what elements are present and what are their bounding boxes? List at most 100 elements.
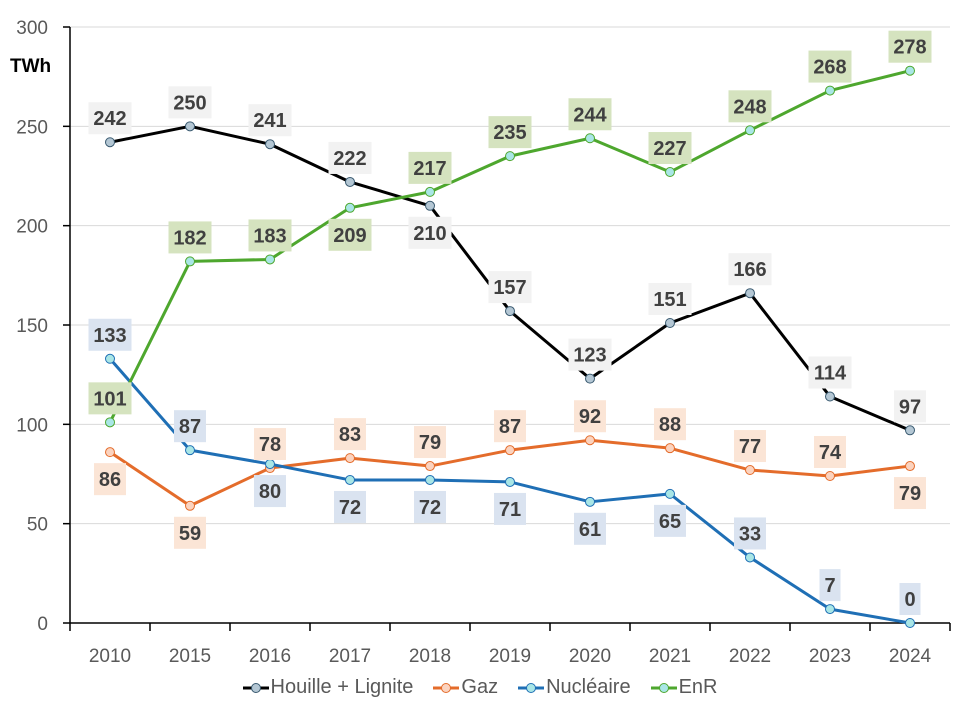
- legend-label: Houille + Lignite: [270, 676, 414, 698]
- data-label-bg: [248, 219, 292, 252]
- data-label-bg: [408, 151, 452, 184]
- data-point: [105, 447, 115, 458]
- data-label-bg: [94, 463, 126, 496]
- data-point: [505, 445, 515, 456]
- data-label: 241: [253, 110, 286, 132]
- data-label-bg: [734, 430, 766, 463]
- data-label: 235: [493, 122, 526, 144]
- data-label-bg: [728, 90, 772, 123]
- data-label-bg: [328, 141, 372, 174]
- data-label: 209: [333, 225, 366, 247]
- data-point: [425, 474, 435, 485]
- data-label: 244: [573, 104, 607, 126]
- data-point: [265, 139, 275, 150]
- data-label: 79: [419, 432, 441, 454]
- data-point: [425, 186, 435, 197]
- data-label-bg: [654, 408, 686, 441]
- data-label-bg: [88, 318, 132, 351]
- data-label-bg: [334, 490, 366, 523]
- legend-item: Nucléaire: [518, 676, 631, 699]
- data-label-bg: [494, 492, 526, 525]
- data-point: [265, 459, 275, 470]
- data-label-bg: [408, 216, 452, 249]
- line-chart: 0 50 100 150 200 250 300 TWh 2010 2015 2016 2017 201…: [10, 18, 951, 667]
- data-label-bg: [888, 30, 932, 63]
- x-tick-label: 2023: [809, 646, 851, 667]
- data-point: [665, 318, 675, 329]
- data-label: 242: [93, 108, 126, 130]
- data-point: [185, 121, 195, 132]
- y-tick-label: 200: [16, 217, 48, 238]
- y-tick-label: 100: [16, 415, 48, 436]
- x-tick-label: 2017: [329, 646, 371, 667]
- data-label: 88: [659, 414, 681, 436]
- data-label-bg: [488, 271, 532, 304]
- data-label-bg: [174, 516, 206, 549]
- legend: Houille + Lignite Gaz Nucléaire EnR: [0, 676, 960, 701]
- data-label-bg: [648, 132, 692, 165]
- x-tick-label: 2018: [409, 646, 451, 667]
- x-tick-label: 2016: [249, 646, 291, 667]
- data-label: 72: [339, 497, 361, 519]
- y-tick-label: 300: [16, 18, 48, 39]
- data-label: 71: [499, 499, 521, 521]
- data-point: [185, 500, 195, 511]
- data-label: 83: [339, 424, 361, 446]
- data-label: 92: [579, 406, 601, 428]
- data-label: 65: [659, 511, 681, 533]
- data-point: [745, 125, 755, 136]
- data-label: 222: [333, 148, 366, 170]
- legend-marker-icon: [518, 682, 545, 693]
- data-label-bg: [88, 382, 132, 415]
- data-point: [425, 461, 435, 472]
- data-point: [745, 288, 755, 299]
- series-line: [108, 357, 911, 625]
- y-tick-label: 250: [16, 117, 48, 138]
- data-point: [585, 496, 595, 507]
- data-label-bg: [254, 428, 286, 461]
- data-point: [905, 65, 915, 76]
- x-tick-label: 2020: [569, 646, 611, 667]
- data-label-bg: [808, 50, 852, 83]
- data-label: 248: [733, 96, 766, 118]
- data-label-bg: [488, 116, 532, 149]
- data-point: [745, 552, 755, 563]
- data-label: 87: [499, 416, 521, 438]
- data-point: [905, 425, 915, 436]
- data-label-bg: [328, 218, 372, 251]
- data-label: 97: [899, 396, 921, 418]
- data-label: 157: [493, 277, 526, 299]
- data-point: [185, 445, 195, 456]
- data-label: 59: [179, 523, 201, 545]
- data-label-bg: [568, 98, 612, 131]
- data-label-bg: [168, 86, 212, 119]
- data-point: [345, 453, 355, 464]
- legend-item: EnR: [650, 676, 717, 699]
- data-label: 72: [419, 497, 441, 519]
- data-point: [265, 254, 275, 265]
- data-label-bg: [648, 283, 692, 316]
- data-point: [825, 391, 835, 402]
- x-tick-label: 2021: [649, 646, 691, 667]
- data-label-bg: [88, 102, 132, 135]
- data-label-bg: [414, 426, 446, 459]
- x-tick-label: 2024: [889, 646, 932, 667]
- x-tick-label: 2022: [729, 646, 771, 667]
- data-label-bg: [814, 435, 846, 468]
- data-point: [665, 488, 675, 499]
- data-label-bg: [734, 517, 766, 550]
- legend-marker-icon: [650, 682, 677, 693]
- data-label-bg: [494, 410, 526, 443]
- data-point: [745, 465, 755, 476]
- data-label: 183: [253, 225, 286, 247]
- data-point: [665, 167, 675, 178]
- data-point: [825, 470, 835, 481]
- data-point: [665, 443, 675, 454]
- data-label: 87: [179, 416, 201, 438]
- data-point: [585, 373, 595, 384]
- data-label: 123: [573, 345, 606, 367]
- data-point: [905, 461, 915, 472]
- data-label: 133: [93, 325, 126, 347]
- data-label: 217: [413, 158, 446, 180]
- legend-marker-icon: [242, 682, 269, 693]
